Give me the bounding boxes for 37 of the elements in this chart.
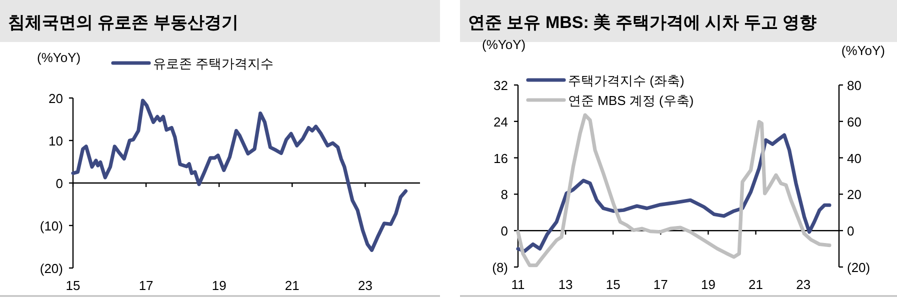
y-tick-label: 32 bbox=[494, 78, 508, 93]
x-tick-label: 19 bbox=[212, 278, 226, 293]
x-tick-label: 19 bbox=[700, 277, 716, 292]
x-tick-label: 15 bbox=[66, 278, 80, 293]
x-tick-label: 17 bbox=[653, 277, 668, 292]
legend-label: 유로존 주택가격지수 bbox=[153, 56, 274, 71]
y-tick-label: 16 bbox=[494, 150, 508, 166]
x-tick-label: 15 bbox=[606, 277, 620, 292]
x-tick-label: 13 bbox=[558, 277, 573, 292]
y2-tick-label: (20) bbox=[847, 260, 870, 275]
x-tick-label: 11 bbox=[511, 277, 525, 292]
y2-tick-label: 60 bbox=[847, 114, 862, 130]
y2-tick-label: 80 bbox=[847, 78, 862, 93]
y2-tick-label: 0 bbox=[847, 224, 854, 239]
y-tick-label: (20) bbox=[40, 261, 63, 276]
y-tick-label: 0 bbox=[500, 224, 508, 239]
chart-title: 연준 보유 MBS: 美 주택가격에 시차 두고 영향 bbox=[468, 13, 816, 32]
y-tick-label: 8 bbox=[500, 187, 508, 202]
y-axis-title: (%YoY) bbox=[482, 37, 526, 52]
y-tick-label: 10 bbox=[48, 134, 63, 148]
y2-axis-title: (%YoY) bbox=[841, 43, 885, 58]
x-tick-label: 21 bbox=[748, 277, 764, 292]
legend-label: 주택가격지수 (좌축) bbox=[568, 73, 684, 88]
x-tick-label: 23 bbox=[358, 278, 372, 293]
y2-tick-label: 40 bbox=[847, 150, 862, 166]
y-tick-label: 24 bbox=[494, 114, 508, 130]
x-tick-label: 17 bbox=[138, 278, 154, 293]
y-axis-title: (%YoY) bbox=[37, 50, 81, 65]
legend-label: 연준 MBS 계정 (우축) bbox=[568, 93, 694, 108]
chart-title: 침체국면의 유로존 부동산경기 bbox=[8, 13, 238, 32]
x-tick-label: 21 bbox=[284, 278, 300, 293]
y2-tick-label: 20 bbox=[847, 187, 862, 202]
y-tick-label: 0 bbox=[56, 176, 63, 191]
x-tick-label: 23 bbox=[796, 277, 811, 292]
y-tick-label: 20 bbox=[48, 91, 63, 106]
y-tick-label: (10) bbox=[40, 218, 63, 234]
y-tick-label: (8) bbox=[492, 260, 508, 275]
